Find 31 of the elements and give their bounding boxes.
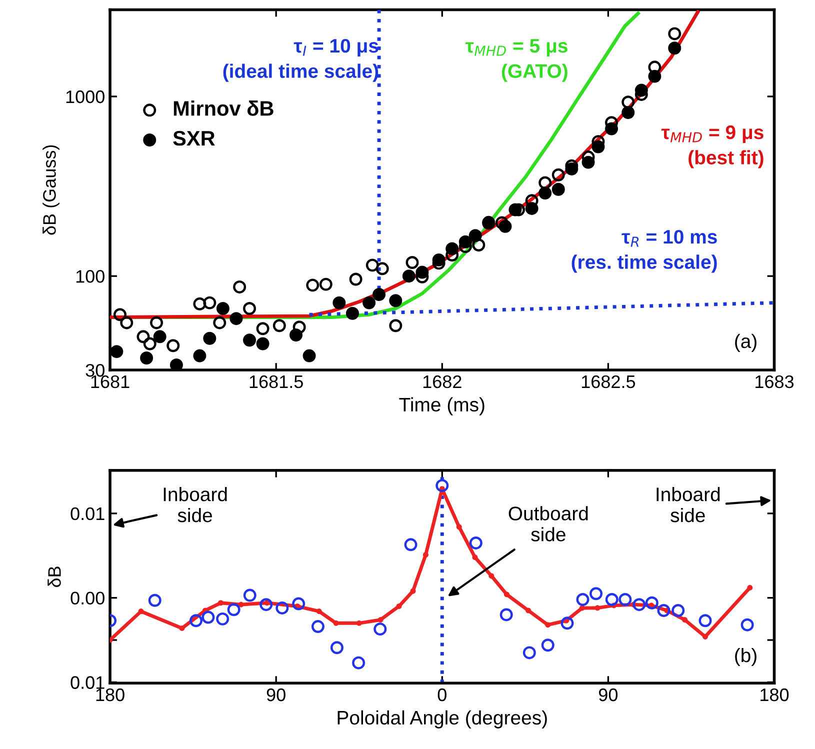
x-tick-label: 180 xyxy=(96,688,124,702)
x-tick-label: 90 xyxy=(266,688,286,702)
annotation: Inboard side xyxy=(656,487,720,522)
x-tick-label: 1682 xyxy=(423,375,462,388)
y-tick-label: 30 xyxy=(86,364,104,377)
x-tick-label: 1683 xyxy=(756,375,794,388)
y-axis-title: δB (Gauss) xyxy=(42,145,60,235)
annotation: Inboard side xyxy=(164,487,227,522)
x-tick-label: 1681.5 xyxy=(250,375,303,388)
y-tick-label: 0.00 xyxy=(70,592,104,605)
series-label: τ$_{MHD}$ = 5 μs (GATO) xyxy=(465,39,568,82)
x-axis-title: Time (ms) xyxy=(399,397,484,416)
y-tick-label: 100 xyxy=(76,270,104,283)
series-label: τ$_{MHD}$ = 9 μs (best fit) xyxy=(661,125,764,168)
annotation: Outboard side xyxy=(508,506,588,542)
y-tick-label: 0.01 xyxy=(70,507,104,520)
series-label: τ$_{R}$ = 10 ms (res. time scale) xyxy=(572,230,717,273)
legend-label: SXR xyxy=(173,130,215,146)
annotation: (a) xyxy=(735,334,756,352)
legend-label: Mirnov δB xyxy=(174,100,274,116)
y-tick-label: 1000 xyxy=(66,90,104,104)
y-tick-label: 0.01 xyxy=(70,676,104,689)
x-tick-label: 1682.5 xyxy=(582,375,636,388)
x-axis-title: Poloidal Angle (degrees) xyxy=(338,710,547,728)
x-tick-label: 90 xyxy=(599,688,618,702)
annotation: (b) xyxy=(735,648,756,666)
series-label: τ$_{I}$ = 10 μs (ideal time scale) xyxy=(223,38,378,82)
x-tick-label: 0 xyxy=(438,688,446,702)
x-tick-label: 1681 xyxy=(91,375,130,388)
x-tick-label: 180 xyxy=(760,688,789,702)
y-axis-title: δB xyxy=(48,566,61,588)
